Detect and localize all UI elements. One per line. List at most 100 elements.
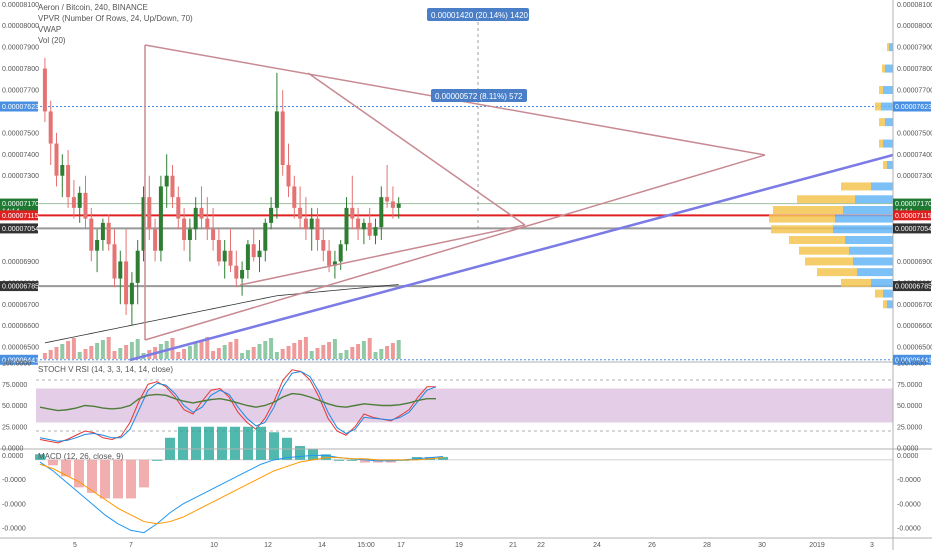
macd-histogram-bar [230,426,240,460]
candle-body[interactable] [71,197,76,208]
candle-body[interactable] [89,218,94,251]
candle-body[interactable] [315,218,320,240]
candle-body[interactable] [205,218,210,230]
candle-body[interactable] [118,261,123,279]
candle-body[interactable] [280,111,285,165]
candle-body[interactable] [228,250,233,266]
vpvr-bar-down [879,139,883,148]
candle-body[interactable] [222,250,227,262]
candle-body[interactable] [141,197,146,251]
candle-body[interactable] [309,218,314,230]
candle-body[interactable] [234,265,239,279]
vpvr-bar-down [841,182,871,191]
candle-body[interactable] [60,165,65,176]
candle-body[interactable] [54,143,59,176]
vpvr-bar-up [885,64,893,73]
candle-body[interactable] [95,240,100,251]
candle-body[interactable] [373,227,378,236]
candle-body[interactable] [274,111,279,208]
candle-body[interactable] [263,222,268,251]
stoch-tick-right: 25.0000 [897,424,922,431]
time-tick: 15:00 [357,542,375,549]
macd-tick-right: 0.0000 [897,453,919,460]
candle-body[interactable] [350,207,355,219]
stoch-tick-left: 0.0000 [2,446,24,453]
vpvr-bar-up [871,278,893,287]
candle-body[interactable] [182,218,187,240]
candle-body[interactable] [153,229,158,251]
candle-body[interactable] [251,244,256,258]
vpvr-bar-up [845,236,893,244]
vpvr-bar-up [883,139,893,148]
indicator-vol-label: Vol (20) [38,36,66,45]
stoch-pane[interactable] [36,369,893,444]
candle-body[interactable] [135,250,140,283]
candle-body[interactable] [100,222,105,240]
macd-tick-left: 0.0000 [2,453,24,460]
candle-body[interactable] [379,197,384,228]
candle-body[interactable] [338,244,343,262]
candle-body[interactable] [66,165,71,198]
macd-histogram-bar [113,459,123,499]
measurement-labels[interactable]: 0.00001420 (20.14%) 1420 0.00000572 (8.1… [427,8,529,102]
candle-body[interactable] [158,186,163,251]
macd-histogram-bar [48,459,58,466]
candle-body[interactable] [245,244,250,270]
candle-body[interactable] [361,222,366,230]
candle-body[interactable] [327,250,332,266]
candle-body[interactable] [216,240,221,262]
volume-bar [95,343,100,359]
candle-body[interactable] [269,207,274,223]
candle-body[interactable] [48,111,53,144]
candle-body[interactable] [164,175,169,187]
price-tick-right: 0.00007300 [897,173,932,180]
candle-body[interactable] [193,207,198,230]
candle-body[interactable] [390,201,395,208]
vpvr-bar-down [887,43,889,52]
candle-body[interactable] [187,229,192,240]
candle-body[interactable] [257,250,262,258]
price-tag-text-R: 0.00007170 [895,201,932,208]
time-tick: 3 [870,542,874,549]
candle-body[interactable] [321,240,326,251]
candle-body[interactable] [303,218,308,230]
volume-bar [205,337,210,359]
candle-body[interactable] [129,282,134,305]
price-tag-text-R: 0.00007054 [895,226,932,233]
candle-body[interactable] [298,207,303,219]
vpvr-bar-down [875,289,883,298]
macd-histogram-bar [178,426,188,460]
candle-body[interactable] [367,222,372,236]
candle-body[interactable] [176,197,181,219]
candle-body[interactable] [292,186,297,208]
candle-body[interactable] [83,192,88,219]
candle-body[interactable] [106,222,111,245]
candle-body[interactable] [112,244,117,279]
candle-body[interactable] [199,207,204,219]
vpvr-bar-up [887,161,893,169]
candle-body[interactable] [147,197,152,230]
volume-bar [396,340,401,359]
macd-tick-right: -0.0000 [897,526,921,533]
price-pane[interactable] [36,22,894,362]
price-tick-right: 0.00008100 [897,2,932,9]
candle-body[interactable] [356,218,361,230]
candle-body[interactable] [286,165,291,187]
price-tag-text-R: 0.00006441 [895,357,932,364]
volume-bar [251,347,256,359]
time-tick: 10 [210,542,218,549]
candle-body[interactable] [344,207,349,245]
candle-body[interactable] [170,175,175,198]
candle-body[interactable] [240,270,245,279]
candle-body[interactable] [396,203,401,208]
candle-body[interactable] [332,261,337,266]
volume-bar [245,350,250,359]
macd-pane[interactable] [35,426,893,534]
candle-body[interactable] [385,197,390,202]
candle-body[interactable] [77,192,82,208]
candle-body[interactable] [124,261,129,305]
candle-body[interactable] [211,229,216,240]
candle-body[interactable] [42,68,47,112]
price-tag-text-R: 0.00006785 [895,284,932,291]
